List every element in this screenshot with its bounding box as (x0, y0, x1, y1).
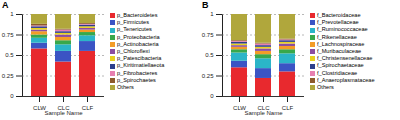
svg-text:0.75: 0.75 (202, 32, 214, 38)
html-text:f_Spirochaetaceae: f_Spirochaetaceae (317, 62, 364, 69)
html-text:f_Ruminococcaceae: f_Ruminococcaceae (317, 26, 368, 33)
svg-text:0: 0 (210, 93, 214, 99)
html-text:p_Bacteroidetes: p_Bacteroidetes (117, 12, 158, 18)
svg-text:0.75: 0.75 (2, 32, 14, 38)
html-text:p_Actinobacteria: p_Actinobacteria (117, 40, 159, 47)
svg-text:CLF: CLF (82, 105, 94, 111)
html-text:p_Tenericutes: p_Tenericutes (117, 26, 152, 33)
svg-text:Sample Name: Sample Name (44, 110, 83, 116)
svg-text:0.25: 0.25 (202, 73, 214, 79)
svg-text:CLF: CLF (282, 105, 294, 111)
html-text:f_Lachnospiraceae: f_Lachnospiraceae (317, 40, 365, 47)
svg-text:CLC: CLC (57, 104, 70, 111)
svg-text:CLW: CLW (233, 104, 246, 111)
svg-text:CLC: CLC (257, 104, 270, 111)
html-text:f_Bacteroidaceae: f_Bacteroidaceae (317, 12, 361, 18)
svg-text:0: 0 (10, 93, 14, 99)
svg-text:0.25: 0.25 (2, 73, 14, 79)
html-text:B: B (202, 0, 209, 10)
html-text:p_Proteobacteria: p_Proteobacteria (117, 33, 160, 40)
html-text:p_Kiritimatiellaeota: p_Kiritimatiellaeota (117, 62, 165, 69)
html-text:Others: Others (117, 84, 134, 90)
html-text:p_Patescibacteria: p_Patescibacteria (117, 55, 162, 62)
svg-text:1: 1 (210, 11, 214, 17)
html-text:Others: Others (317, 84, 334, 90)
html-text:f_Clostridiaceae: f_Clostridiaceae (317, 69, 358, 76)
html-text:f_Rikenellaceae: f_Rikenellaceae (317, 33, 357, 40)
svg-text:0.5: 0.5 (205, 52, 214, 58)
html-text:f_Christensenellaceae: f_Christensenellaceae (317, 55, 373, 62)
html-text:f_Muribaculaceae: f_Muribaculaceae (317, 48, 362, 54)
html-text:p_Chloroflexi: p_Chloroflexi (117, 48, 150, 54)
html-text:f_Prevotellaceae: f_Prevotellaceae (317, 19, 359, 26)
svg-text:0.5: 0.5 (5, 52, 14, 58)
svg-text:1: 1 (10, 11, 14, 17)
svg-text:CLW: CLW (33, 104, 46, 111)
html-text:p_Firmicutes: p_Firmicutes (117, 19, 149, 26)
html-text:p_Spirochaetes: p_Spirochaetes (117, 76, 156, 83)
html-text:f_Anaeroplasmataceae: f_Anaeroplasmataceae (317, 76, 375, 83)
html-text:A: A (2, 0, 9, 10)
svg-text:Sample Name: Sample Name (244, 110, 283, 116)
html-text:p_Fibrobacteres: p_Fibrobacteres (117, 69, 158, 76)
